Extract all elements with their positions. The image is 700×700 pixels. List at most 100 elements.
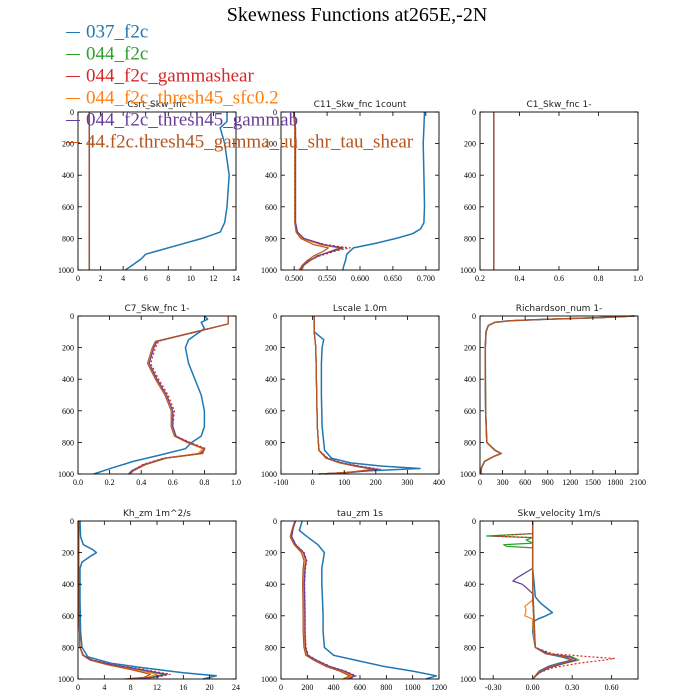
y-tick-label: 1000 xyxy=(460,470,476,479)
panel-title: tau_zm 1s xyxy=(337,509,383,519)
legend-label: 044_f2c_thresh45_gammab xyxy=(86,109,299,131)
y-tick-label: 1000 xyxy=(58,675,74,684)
x-tick-label: 0.8 xyxy=(594,274,604,283)
x-tick-label: 400 xyxy=(328,683,340,692)
y-tick-label: 400 xyxy=(265,580,277,589)
y-tick-label: 400 xyxy=(62,375,74,384)
legend-entry: 044_f2c xyxy=(66,43,413,65)
panel-title: C11_Skw_fnc 1count xyxy=(314,100,407,110)
series-line xyxy=(79,520,218,680)
x-tick-label: 1.0 xyxy=(231,478,241,487)
y-tick-label: 400 xyxy=(464,171,476,180)
x-tick-label: 0.650 xyxy=(384,274,402,283)
y-tick-label: 600 xyxy=(62,203,74,212)
series-line xyxy=(480,315,635,475)
y-tick-label: 600 xyxy=(265,612,277,621)
y-tick-label: 600 xyxy=(464,203,476,212)
x-tick-label: 2100 xyxy=(630,478,646,487)
panel-title: C7_Skw_fnc 1- xyxy=(125,304,190,314)
series-line xyxy=(129,316,229,475)
y-tick-label: 0 xyxy=(273,312,277,321)
x-tick-label: 600 xyxy=(519,478,531,487)
series-line xyxy=(124,112,230,271)
panel-title: Csrt_Skw_fnc xyxy=(127,100,186,110)
x-tick-label: 1200 xyxy=(562,478,578,487)
x-tick-label: 0.60 xyxy=(605,683,619,692)
series-line xyxy=(289,520,351,680)
x-tick-label: 0.0 xyxy=(73,478,83,487)
y-tick-label: 200 xyxy=(265,140,277,149)
y-tick-label: 1000 xyxy=(261,266,277,275)
y-tick-label: 600 xyxy=(464,612,476,621)
x-tick-label: 300 xyxy=(401,478,413,487)
x-tick-label: 0.600 xyxy=(351,274,369,283)
y-tick-label: 800 xyxy=(62,234,74,243)
y-tick-label: 400 xyxy=(265,375,277,384)
series-line xyxy=(291,520,356,680)
y-tick-label: 0 xyxy=(70,312,74,321)
y-tick-label: 200 xyxy=(265,344,277,353)
panel-title: C1_Skw_fnc 1- xyxy=(527,100,592,110)
x-tick-label: 8 xyxy=(129,683,133,692)
series-line xyxy=(293,111,343,271)
x-tick-label: 0 xyxy=(76,274,80,283)
plot-frame xyxy=(77,315,237,475)
x-tick-label: 0.700 xyxy=(417,274,435,283)
y-tick-label: 800 xyxy=(265,438,277,447)
x-tick-label: 0.500 xyxy=(285,274,303,283)
y-tick-label: 400 xyxy=(464,375,476,384)
series-line xyxy=(313,316,374,475)
legend: 037_f2c 044_f2c 044_f2c_gammashear 044_f2c_… xyxy=(66,21,413,153)
plot-frame xyxy=(479,111,639,271)
y-tick-label: 400 xyxy=(265,171,277,180)
panel-title: Kh_zm 1m^2/s xyxy=(123,509,191,519)
series-line xyxy=(532,521,573,680)
legend-swatch xyxy=(66,75,80,77)
plot-frame xyxy=(280,315,440,475)
legend-swatch xyxy=(66,141,80,143)
y-tick-label: 1000 xyxy=(58,470,74,479)
y-tick-label: 200 xyxy=(464,549,476,558)
y-tick-label: 1000 xyxy=(261,675,277,684)
x-tick-label: 900 xyxy=(542,478,554,487)
legend-label: 044_f2c_gammashear xyxy=(86,65,254,87)
x-tick-label: -100 xyxy=(274,478,289,487)
y-tick-label: 200 xyxy=(464,344,476,353)
y-tick-label: 800 xyxy=(464,643,476,652)
x-tick-label: 0 xyxy=(311,478,315,487)
y-tick-label: 200 xyxy=(265,549,277,558)
chart-panel: C11_Skw_fnc 1count 0 200 400 600 800 1000 0.500… xyxy=(261,100,440,283)
y-tick-label: 600 xyxy=(62,612,74,621)
x-tick-label: 600 xyxy=(354,683,366,692)
x-tick-label: 0.30 xyxy=(565,683,579,692)
series-line xyxy=(292,111,329,271)
plot-frame xyxy=(479,315,639,475)
y-tick-label: 0 xyxy=(472,312,476,321)
legend-label: 037_f2c xyxy=(86,21,149,43)
x-tick-label: 0.4 xyxy=(515,274,525,283)
x-tick-label: 1800 xyxy=(607,478,623,487)
x-tick-label: 300 xyxy=(497,478,509,487)
y-tick-label: 400 xyxy=(62,580,74,589)
panel-title: Richardson_num 1- xyxy=(516,304,603,314)
x-tick-label: 200 xyxy=(301,683,313,692)
y-tick-label: 600 xyxy=(464,407,476,416)
y-tick-label: 200 xyxy=(464,140,476,149)
x-tick-label: 0 xyxy=(279,683,283,692)
y-tick-label: 0 xyxy=(472,517,476,526)
series-line xyxy=(298,520,438,680)
legend-entry: 44.f2c.thresh45_gamma_uu_shr_tau_shear xyxy=(66,131,413,153)
x-tick-label: 1200 xyxy=(431,683,447,692)
legend-label: 044_f2c_thresh45_sfc0.2 xyxy=(86,87,279,109)
y-tick-label: 0 xyxy=(70,108,74,117)
panel-title: Lscale 1.0m xyxy=(333,304,387,314)
x-tick-label: 10 xyxy=(187,274,195,283)
series-line xyxy=(480,315,635,475)
x-tick-label: 200 xyxy=(370,478,382,487)
